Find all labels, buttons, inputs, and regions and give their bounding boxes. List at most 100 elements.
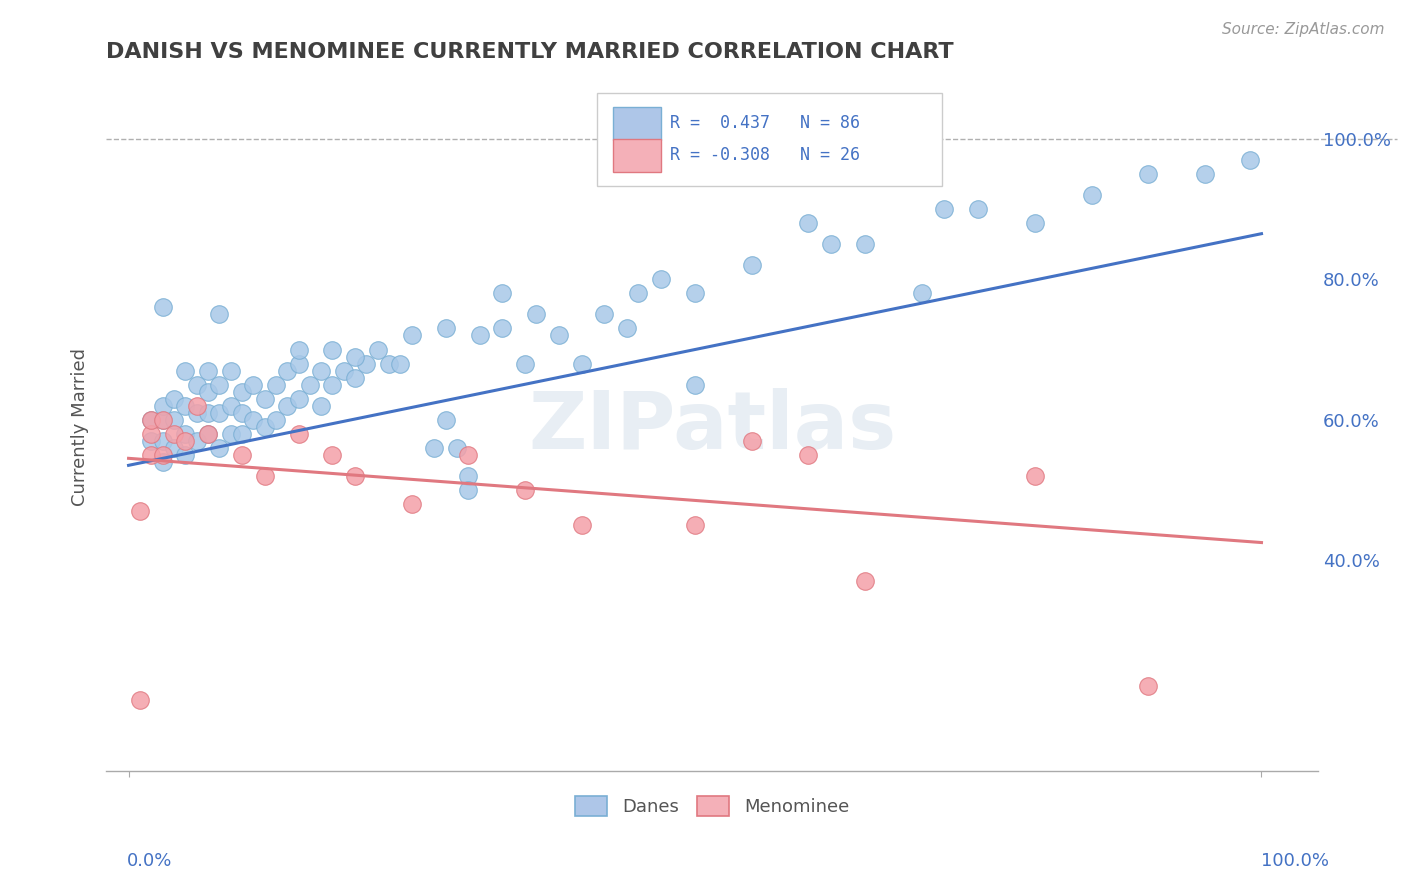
Point [208, 307, 231, 321]
Point [174, 434, 197, 448]
Point [910, 286, 932, 301]
FancyBboxPatch shape [613, 107, 661, 140]
Point [1080, 188, 1102, 202]
Point [197, 426, 219, 441]
Point [853, 574, 876, 589]
Point [367, 343, 389, 357]
Point [163, 392, 186, 406]
Point [197, 384, 219, 399]
Point [344, 370, 367, 384]
Point [264, 413, 287, 427]
Point [242, 377, 264, 392]
Text: DANISH VS MENOMINEE CURRENTLY MARRIED CORRELATION CHART: DANISH VS MENOMINEE CURRENTLY MARRIED CO… [105, 42, 953, 62]
Point [344, 468, 367, 483]
Point [276, 399, 298, 413]
Point [186, 406, 208, 420]
Point [197, 426, 219, 441]
Point [186, 377, 208, 392]
Legend: Danes, Menominee: Danes, Menominee [568, 789, 856, 823]
Point [457, 448, 479, 462]
Point [231, 384, 253, 399]
Point [1194, 167, 1216, 181]
Point [616, 321, 638, 335]
Point [571, 518, 593, 533]
Point [1239, 153, 1261, 167]
Point [287, 357, 309, 371]
FancyBboxPatch shape [598, 93, 942, 186]
FancyBboxPatch shape [613, 139, 661, 172]
Point [571, 357, 593, 371]
Point [152, 399, 174, 413]
Point [253, 468, 276, 483]
Point [231, 406, 253, 420]
Point [457, 483, 479, 497]
Point [152, 413, 174, 427]
Point [434, 321, 457, 335]
Point [298, 377, 321, 392]
Point [797, 216, 820, 230]
Point [513, 357, 536, 371]
Text: ZIPatlas: ZIPatlas [527, 388, 896, 466]
Point [287, 392, 309, 406]
Point [163, 441, 186, 455]
Point [174, 399, 197, 413]
Point [231, 426, 253, 441]
Point [141, 448, 163, 462]
Point [683, 377, 706, 392]
Point [208, 441, 231, 455]
Point [242, 413, 264, 427]
Point [683, 286, 706, 301]
Point [152, 301, 174, 315]
Point [389, 357, 412, 371]
Point [356, 357, 378, 371]
Point [491, 321, 513, 335]
Point [423, 441, 446, 455]
Point [309, 363, 332, 377]
Point [741, 258, 763, 272]
Point [287, 343, 309, 357]
Point [253, 392, 276, 406]
Point [141, 413, 163, 427]
Point [128, 504, 150, 518]
Point [174, 363, 197, 377]
Point [141, 434, 163, 448]
Point [152, 434, 174, 448]
Text: Source: ZipAtlas.com: Source: ZipAtlas.com [1222, 22, 1385, 37]
Point [208, 406, 231, 420]
Text: R =  0.437   N = 86: R = 0.437 N = 86 [669, 113, 859, 132]
Point [967, 202, 990, 216]
Point [853, 237, 876, 252]
Point [593, 307, 616, 321]
Point [401, 328, 423, 343]
Y-axis label: Currently Married: Currently Married [72, 348, 89, 506]
Point [174, 426, 197, 441]
Point [174, 448, 197, 462]
Point [650, 272, 672, 286]
Text: 100.0%: 100.0% [1261, 852, 1329, 870]
Point [1024, 468, 1046, 483]
Point [434, 413, 457, 427]
Point [333, 363, 356, 377]
Point [276, 363, 298, 377]
Point [401, 497, 423, 511]
Point [197, 406, 219, 420]
Point [287, 426, 309, 441]
Point [548, 328, 571, 343]
Point [163, 413, 186, 427]
Point [219, 426, 242, 441]
Point [186, 434, 208, 448]
Point [152, 448, 174, 462]
Point [344, 350, 367, 364]
Point [186, 399, 208, 413]
Point [253, 419, 276, 434]
Point [468, 328, 491, 343]
Text: R = -0.308   N = 26: R = -0.308 N = 26 [669, 146, 859, 164]
Text: 0.0%: 0.0% [127, 852, 172, 870]
Point [141, 413, 163, 427]
Point [491, 286, 513, 301]
Point [457, 468, 479, 483]
Point [820, 237, 842, 252]
Point [208, 377, 231, 392]
Point [797, 448, 820, 462]
Point [321, 448, 343, 462]
